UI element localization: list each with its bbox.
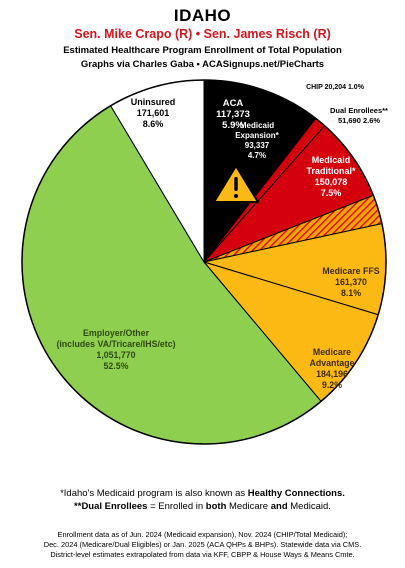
dual-note-both: both [205,501,227,512]
label-madv: Medicare Advantage 184,196 9.2% [310,347,355,390]
warning-triangle-icon [213,165,259,203]
footer-line-1: Enrollment data as of Jun. 2024 (Medicai… [57,530,348,539]
pie-outline [21,79,387,445]
label-mtrad: Medicaid Traditional* 150,078 7.5% [306,155,356,198]
chart-title: IDAHO [173,6,232,25]
subtitle-line-2: Graphs via Charles Gaba • ACASignups.net… [80,59,325,70]
dual-note-text-2: Medicare [226,501,271,512]
dual-note-term: **Dual Enrollees [74,501,148,512]
dual-note-text-3: Medicaid. [287,501,331,512]
label-emp: Employer/Other (includes VA/Tricare/IHS/e… [56,328,175,371]
medicaid-note: *Idaho's Medicaid program is also known … [0,488,405,499]
senators-subtitle: Sen. Mike Crapo (R) • Sen. James Risch (… [74,27,331,41]
label-dual: Dual Enrollees** 51,690 2.6% [330,106,388,125]
dual-note-and: and [270,501,288,512]
label-mexp: Medicaid Expansion* 93,337 4.7% [235,121,279,160]
medicaid-note-bold: Healthy Connections. [247,488,345,499]
dual-note-text-1: = Enrolled in [147,501,206,512]
label-unins: Uninsured 171,601 8.6% [131,97,176,129]
label-mffs: Medicare FFS 161,370 8.1% [322,266,379,298]
dual-note: **Dual Enrollees = Enrolled in both Medi… [0,501,405,512]
pie-labels: ACA 117,373 5.9%Medicaid Expansion* 93,337 4.… [56,84,388,390]
label-chip: CHIP 20,204 1.0% [306,84,365,91]
footer-line-2: Dec. 2024 (Medicare/Dual Eligibles) or J… [43,540,362,549]
pie-slices [21,79,387,445]
medicaid-note-text: *Idaho's Medicaid program is also known … [60,488,248,499]
footer-line-3: District-level estimates extrapolated fr… [50,550,355,559]
label-aca: ACA 117,373 5.9% [216,98,250,131]
subtitle-line-1: Estimated Healthcare Program Enrollment … [63,45,342,56]
